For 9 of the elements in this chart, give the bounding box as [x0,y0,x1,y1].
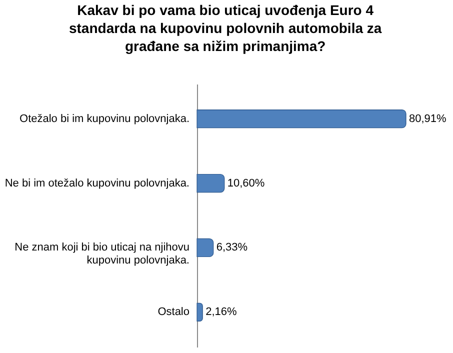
chart-title: Kakav bi po vama bio uticaj uvođenja Euro 4 standarda na kupovinu polovnih automobila za građane sa nižim primanjima? [68,2,382,54]
y-tick-label: Ostalo [158,306,190,318]
data-label: 2,16% [206,306,237,318]
y-tick-label: Ne znam koji bi bio uticaj na njihovu kupovinu polovnjaka. [14,242,190,267]
y-tick-label: Otežalo bi im kupovinu polovnjaka. [20,112,190,125]
y-tick-label: Ne bi im otežalo kupovinu polovnjaka. [4,177,190,190]
data-label: 80,91% [409,112,447,125]
data-label: 10,60% [227,177,265,190]
data-label: 6,33% [216,242,248,254]
